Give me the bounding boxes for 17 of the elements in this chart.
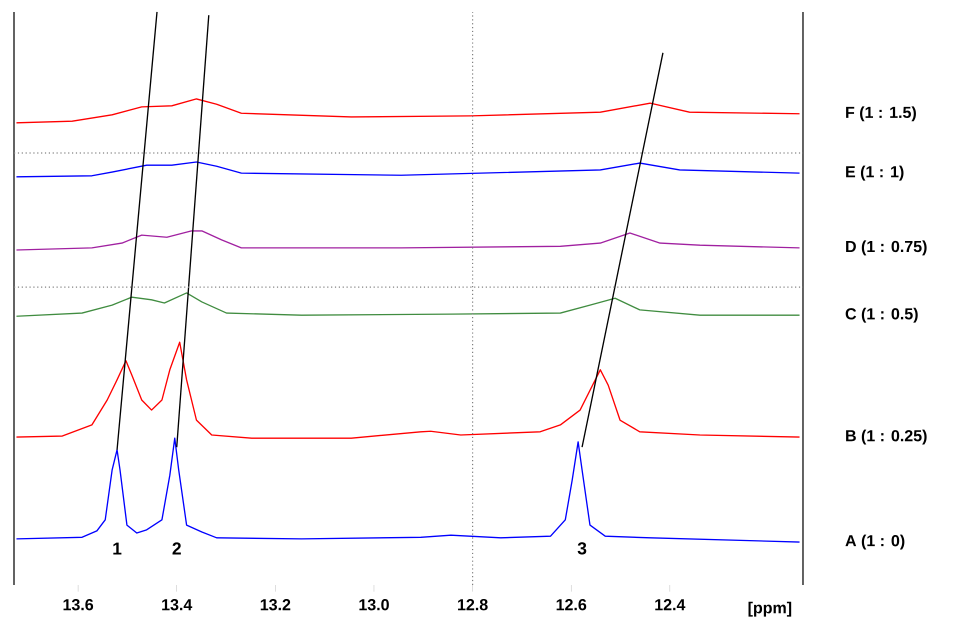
text: F (1 : 1.5) [846,106,916,122]
text: 1 [113,542,122,554]
text: D (1 : 0.75) [846,240,927,256]
text: C (1 : 0.5) [846,308,918,323]
text: A (1 : 0) [845,534,904,550]
x-tick-label: 13.4 [162,599,192,610]
x-tick-label: 13.6 [64,599,94,610]
text: 2 [172,542,181,554]
x-tick-label: 13.2 [260,599,290,610]
x-tick-label: 13.0 [359,599,389,610]
x-tick-label: 12.8 [458,599,488,610]
text: B (1 : 0.25) [846,430,927,445]
text: 3 [578,542,586,554]
x-tick-label: 12.4 [655,599,686,610]
text: E (1 : 1) [846,166,904,181]
x-axis-title: [ppm] [748,602,792,617]
x-tick-label: 12.6 [556,599,586,610]
